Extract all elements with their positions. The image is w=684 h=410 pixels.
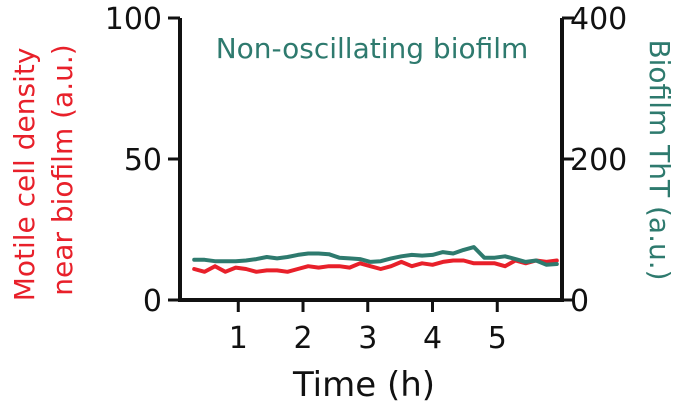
biofilm-tht-series-line (192, 245, 559, 267)
series-group (192, 245, 559, 274)
right-y-tick-label: 400 (570, 2, 627, 37)
left-axis-label-line-1: Motile cell density (8, 48, 41, 302)
x-axis-label: Time (h) (292, 365, 435, 405)
right-y-tick-label: 200 (570, 143, 627, 178)
chart-title: Non-oscillating biofilm (216, 32, 529, 65)
right-y-tick-label: 0 (570, 284, 589, 319)
motile-density-series-line (192, 258, 559, 274)
left-y-tick-label: 100 (105, 2, 162, 37)
x-tick-label: 2 (293, 321, 312, 356)
x-tick-label: 4 (423, 321, 442, 356)
left-y-tick-label: 0 (143, 284, 162, 319)
x-tick-label: 3 (358, 321, 377, 356)
x-tick-label: 5 (488, 321, 507, 356)
left-y-tick-label: 50 (124, 143, 162, 178)
ticks-group: 0 50 100 0 200 400 1 2 3 4 5 (105, 2, 628, 356)
x-tick-label: 1 (229, 321, 248, 356)
left-axis-label-line-2: near biofilm (a.u.) (46, 44, 79, 295)
left-axis-label: Motile cell density near biofilm (a.u.) (8, 39, 79, 302)
right-axis-label: Biofilm ThT (a.u.) (643, 39, 676, 280)
